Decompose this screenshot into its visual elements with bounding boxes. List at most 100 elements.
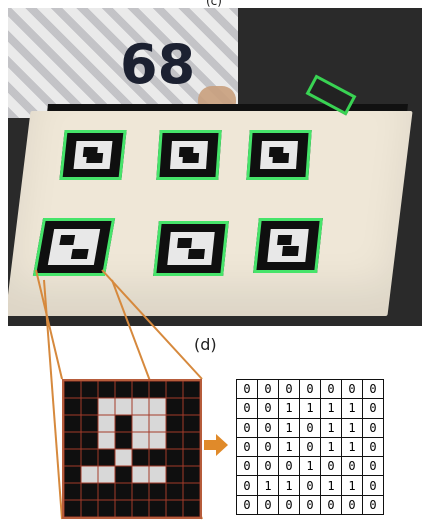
grid-cell [114,482,133,501]
grid-cell [80,397,99,416]
bit-cell: 1 [278,398,300,419]
bit-cell: 1 [278,417,300,438]
grid-cell [64,414,82,433]
grid-cell [114,499,133,517]
grid-cell [165,431,184,450]
grid-cell [64,381,82,399]
bit-cell: 0 [320,456,342,477]
bit-cell: 0 [299,378,321,400]
bit-cell: 1 [278,436,300,458]
bit-cell: 0 [362,475,384,496]
bit-cell: 1 [278,475,300,496]
bit-cell: 1 [341,436,363,458]
bit-cell: 0 [341,494,363,516]
grid-cell [64,499,82,517]
bit-cell: 0 [299,417,321,438]
bit-cell: 0 [320,494,342,516]
grid-cell [97,431,116,450]
grid-cell [114,431,133,450]
bit-cell: 0 [257,436,279,458]
bit-cell: 1 [320,475,342,496]
grid-cell [182,414,200,433]
aruco-marker-4 [32,218,116,276]
bit-cell: 0 [236,456,258,477]
grid-cell [182,482,200,501]
bit-cell: 1 [320,417,342,438]
grid-cell [80,465,99,484]
bit-cell: 1 [320,436,342,458]
marker-bit-grid-svg [64,381,200,517]
grid-cell [148,431,167,450]
bit-cell: 0 [278,456,300,477]
bit-cell: 0 [257,417,279,438]
grid-cell [97,448,116,467]
grid-cell [182,431,200,450]
grid-cell [97,482,116,501]
marker-pattern [170,141,208,169]
marker-photo: 68 [8,8,422,326]
bit-cell: 1 [299,398,321,419]
bit-cell: 0 [257,494,279,516]
grid-cell [131,431,150,450]
grid-cell [97,397,116,416]
grid-cell [131,482,150,501]
grid-cell [97,465,116,484]
grid-cell [182,465,200,484]
grid-cell [64,397,82,416]
bit-cell: 1 [299,456,321,477]
bit-cell: 0 [278,378,300,400]
grid-cell [148,414,167,433]
grid-cell [80,381,99,399]
bit-cell: 0 [236,398,258,419]
bit-cell: 0 [341,378,363,400]
bit-cell: 0 [362,398,384,419]
bit-cell: 1 [341,398,363,419]
shirt-number: 68 [120,33,196,96]
bit-cell: 0 [236,494,258,516]
bit-cell: 0 [362,456,384,477]
grid-cell [80,499,99,517]
grid-cell [131,465,150,484]
grid-cell [165,397,184,416]
grid-cell [131,397,150,416]
grid-cell [131,381,150,399]
bit-cell: 0 [278,494,300,516]
arrow-right-icon [204,434,228,456]
marker-pattern [260,141,298,169]
grid-cell [165,499,184,517]
bit-cell: 0 [257,398,279,419]
grid-cell [114,414,133,433]
bit-cell: 0 [299,436,321,458]
grid-cell [165,482,184,501]
bit-cell: 0 [362,417,384,438]
grid-cell [182,397,200,416]
grid-cell [80,448,99,467]
aruco-marker-5 [153,221,229,276]
grid-cell [97,381,116,399]
grid-cell [148,482,167,501]
bit-cell: 1 [257,475,279,496]
bit-cell: 0 [362,494,384,516]
bit-cell: 0 [320,378,342,400]
bit-cell: 0 [236,475,258,496]
grid-cell [182,499,200,517]
grid-cell [182,381,200,399]
marker-bit-grid [62,379,202,519]
grid-cell [131,499,150,517]
bit-cell: 1 [320,398,342,419]
grid-cell [114,448,133,467]
aruco-marker-1 [59,130,127,180]
bit-cell: 0 [257,456,279,477]
grid-cell [97,499,116,517]
bit-cell: 0 [362,378,384,400]
aruco-marker-3 [246,130,312,180]
grid-cell [131,414,150,433]
marker-pattern [73,141,113,169]
